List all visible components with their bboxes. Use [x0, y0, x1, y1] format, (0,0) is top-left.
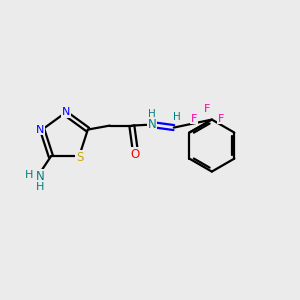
Text: F: F [218, 114, 224, 124]
Text: N: N [36, 124, 44, 135]
Text: S: S [76, 151, 84, 164]
Text: H: H [25, 170, 33, 180]
Text: H: H [36, 182, 44, 192]
Text: F: F [204, 103, 211, 114]
Text: N: N [62, 107, 70, 117]
Text: H: H [148, 109, 156, 118]
Text: F: F [191, 114, 197, 124]
Text: N: N [35, 170, 44, 183]
Text: H: H [173, 112, 181, 122]
Text: O: O [130, 148, 140, 161]
Text: N: N [148, 118, 156, 131]
